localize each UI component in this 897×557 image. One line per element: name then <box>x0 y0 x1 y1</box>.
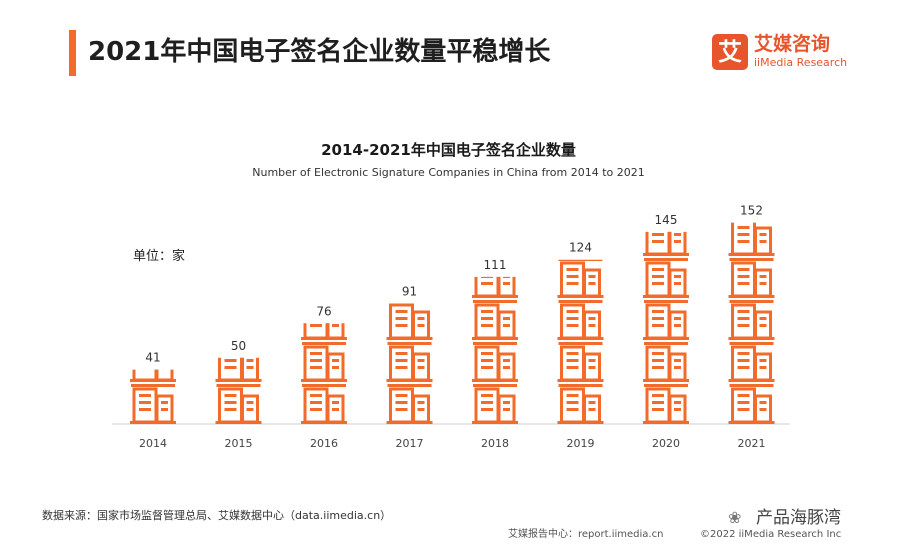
bar-2020 <box>643 231 689 424</box>
building-icon <box>472 276 518 298</box>
building-icon <box>386 384 433 424</box>
category-label-2014: 2014 <box>139 437 167 450</box>
building-icon <box>386 342 433 382</box>
watermark-text: 产品海豚湾 <box>756 508 841 528</box>
building-icon <box>130 369 176 382</box>
chart-title: 2014-2021年中国电子签名企业数量 <box>321 141 576 159</box>
bar-2014 <box>130 369 176 424</box>
category-label-2020: 2020 <box>652 437 680 450</box>
building-icon <box>728 222 775 256</box>
building-icon <box>643 342 689 382</box>
building-icon <box>557 342 604 382</box>
value-label-2014: 41 <box>145 351 160 365</box>
category-label-2021: 2021 <box>738 437 766 450</box>
brand-name-en: iiMedia Research <box>754 56 848 69</box>
category-label-2017: 2017 <box>396 437 424 450</box>
value-label-2019: 124 <box>569 241 592 255</box>
value-label-2020: 145 <box>655 213 678 227</box>
building-icon <box>386 303 433 340</box>
bar-2016 <box>301 323 347 424</box>
copyright: ©2022 iiMedia Research Inc <box>700 529 842 540</box>
building-icon <box>215 384 262 424</box>
value-label-2016: 76 <box>316 304 331 318</box>
brand-name-cn: 艾媒咨询 <box>754 33 831 55</box>
bar-2019 <box>557 259 604 424</box>
building-icon <box>728 342 775 382</box>
brand-logo-icon: 艾 <box>712 34 748 70</box>
building-icon <box>557 384 604 424</box>
category-label-2019: 2019 <box>567 437 595 450</box>
building-icon <box>643 384 689 424</box>
value-label-2017: 91 <box>402 284 417 298</box>
wechat-icon: ❀ <box>728 508 742 527</box>
value-label-2015: 50 <box>231 339 246 353</box>
building-icon <box>557 259 604 298</box>
data-source: 数据来源：国家市场监督管理总局、艾媒数据中心（data.iimedia.cn） <box>42 509 392 522</box>
category-label-2018: 2018 <box>481 437 509 450</box>
building-icon <box>643 300 689 340</box>
building-icon <box>472 342 518 382</box>
bar-2015 <box>215 357 262 424</box>
building-icon <box>301 342 347 382</box>
building-icon <box>301 323 347 340</box>
bar-2018 <box>472 276 518 424</box>
building-icon <box>215 357 262 382</box>
title-accent-bar <box>69 30 76 76</box>
building-icon <box>728 300 775 340</box>
bar-2017 <box>386 303 433 424</box>
bar-2021 <box>728 222 775 424</box>
watermark: ❀ 产品海豚湾 <box>728 505 878 531</box>
value-label-2021: 152 <box>740 204 763 218</box>
brand-logo: 艾 艾媒咨询 iiMedia Research <box>712 33 852 74</box>
chart-subtitle: Number of Electronic Signature Companies… <box>252 166 645 179</box>
report-center: 艾媒报告中心：report.iimedia.cn <box>508 529 664 540</box>
building-icon <box>557 300 604 340</box>
building-icon <box>643 231 689 256</box>
building-icon <box>301 384 347 424</box>
category-label-2016: 2016 <box>310 437 338 450</box>
category-label-2015: 2015 <box>225 437 253 450</box>
building-icon <box>643 258 689 298</box>
building-icon <box>728 258 775 298</box>
unit-label: 单位：家 <box>133 249 186 264</box>
building-icon <box>728 384 775 424</box>
building-icon <box>472 384 518 424</box>
page-title: 2021年中国电子签名企业数量平稳增长 <box>88 37 551 67</box>
building-icon <box>472 300 518 340</box>
value-label-2018: 111 <box>484 258 507 272</box>
building-icon <box>130 384 176 424</box>
